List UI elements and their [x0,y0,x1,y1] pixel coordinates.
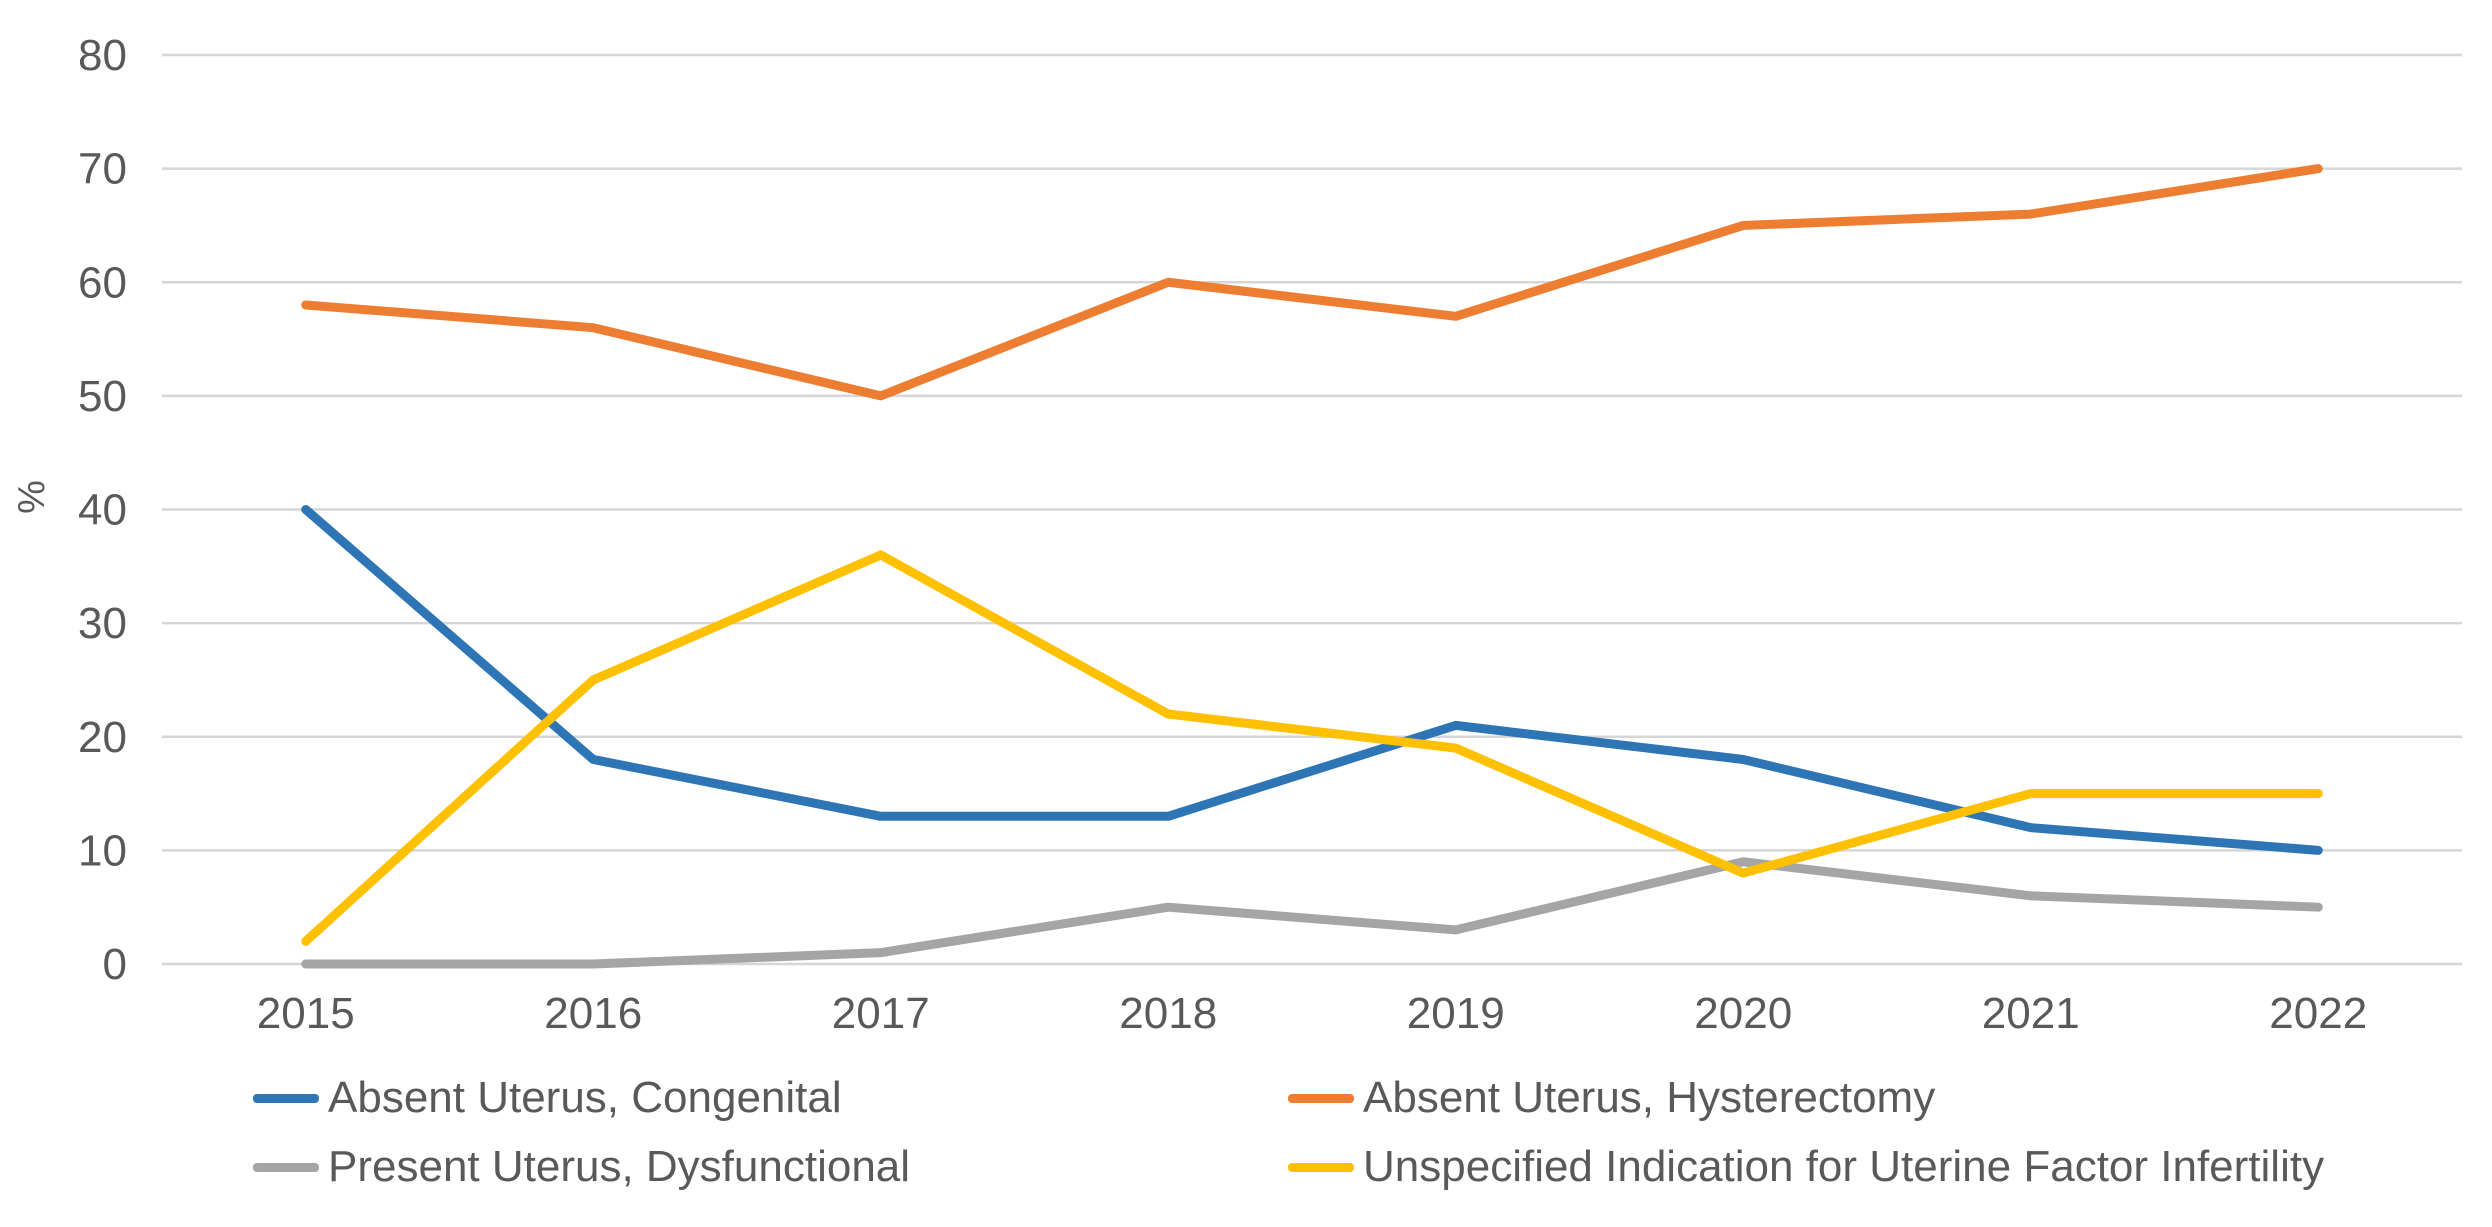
legend-label: Unspecified Indication for Uterine Facto… [1363,1142,2325,1191]
legend-dash-icon [1288,1093,1354,1103]
x-tick-label: 2016 [544,989,642,1038]
y-tick-label: 10 [78,826,127,875]
y-tick-label: 60 [78,258,127,307]
x-tick-label: 2022 [2269,989,2367,1038]
y-tick-label: 50 [78,372,127,421]
series-line-unspecified-indication-for-uterine-factor-infertility [301,550,2323,946]
legend-label: Present Uterus, Dysfunctional [328,1142,911,1191]
y-axis-title: % [11,480,53,514]
x-tick-label: 2017 [832,989,930,1038]
y-tick-label: 30 [78,599,127,648]
legend-dash-icon [253,1093,319,1103]
y-tick-label: 0 [103,940,127,989]
series-line-absent-uterus-hysterectomy [301,164,2323,401]
x-tick-label: 2015 [257,989,355,1038]
x-tick-label: 2018 [1119,989,1217,1038]
legend-dash-icon [253,1162,319,1172]
y-tick-label: 70 [78,145,127,194]
legend-dash-icon [1288,1162,1354,1172]
legend-label: Absent Uterus, Congenital [328,1073,842,1122]
legend-item-absent-uterus-congenital: Absent Uterus, Congenital [253,1076,842,1120]
y-tick-label: 80 [78,31,127,80]
x-tick-label: 2021 [1982,989,2080,1038]
y-tick-label: 20 [78,713,127,762]
legend-item-present-uterus-dysfunctional: Present Uterus, Dysfunctional [253,1145,910,1189]
series-line-absent-uterus-congenital [301,505,2323,855]
legend-label: Absent Uterus, Hysterectomy [1363,1073,1936,1122]
legend-item-absent-uterus-hysterectomy: Absent Uterus, Hysterectomy [1288,1076,1935,1120]
x-tick-label: 2020 [1694,989,1792,1038]
x-tick-label: 2019 [1407,989,1505,1038]
series-line-present-uterus-dysfunctional [301,857,2323,969]
y-tick-label: 40 [78,486,127,535]
legend-item-unspecified-indication-for-uterine-factor-infertility: Unspecified Indication for Uterine Facto… [1288,1145,2324,1189]
